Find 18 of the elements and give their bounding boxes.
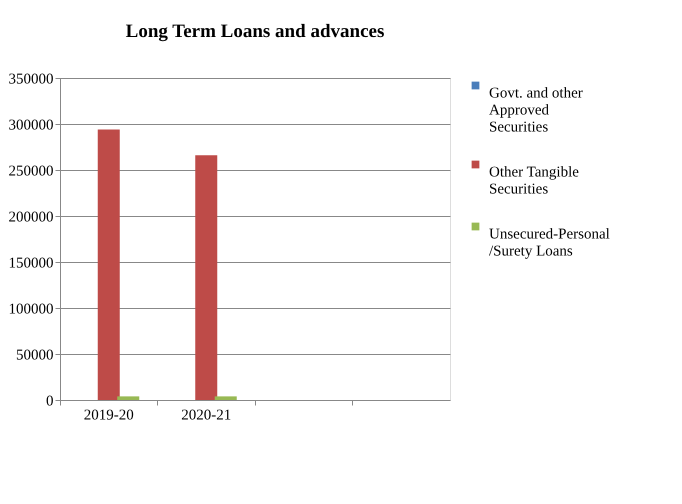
x-tick-label: 2020-21 [181, 408, 232, 424]
bar [98, 130, 120, 400]
bar [214, 396, 237, 400]
y-tick-label: 350000 [8, 72, 54, 88]
y-tick-label: 50000 [16, 348, 54, 364]
y-tick-label: 250000 [8, 164, 54, 180]
y-tick-label: 100000 [8, 302, 54, 318]
legend-label: Other Tangible Securities [489, 164, 580, 198]
y-tick-label: 150000 [8, 256, 54, 272]
y-tick-label: 200000 [8, 210, 54, 226]
legend-label: Govt. and other Approved Securities [489, 86, 583, 136]
chart-title: Long Term Loans and advances [126, 21, 384, 42]
y-tick-label: 0 [46, 394, 54, 410]
bar [117, 396, 140, 400]
y-tick-label: 300000 [8, 118, 54, 134]
x-tick-label: 2019-20 [84, 408, 134, 424]
legend-label: Unsecured-Personal /Surety Loans [489, 226, 610, 260]
bar [195, 155, 218, 400]
